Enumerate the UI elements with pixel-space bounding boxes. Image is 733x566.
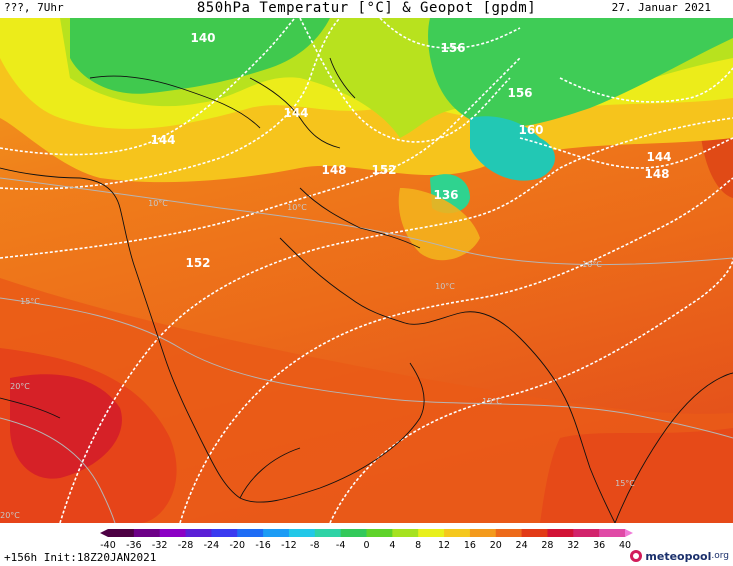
colorbar [100,529,633,537]
temperature-label: 15°C [615,479,635,488]
colorbar-segment [599,529,626,537]
geopotential-label: 156 [507,86,532,100]
colorbar-segment [159,529,187,537]
colorbar-tick-label: -20 [229,540,246,551]
colorbar-segment [547,529,574,537]
cold-pocket [470,116,555,181]
colorbar-tick-label: 36 [593,540,606,551]
hot-core-africa [10,374,122,479]
geopotential-label: 160 [518,123,543,137]
temperature-label: 15°C [20,297,40,306]
colorbar-tick-label: -40 [100,540,116,551]
colorbar-segment [108,529,135,537]
colorbar-segment [392,529,419,537]
forecast-init: +156h Init:18Z20JAN2021 [4,551,157,564]
colorbar-tick-label: -16 [255,540,271,551]
temperature-label: 20°C [0,511,20,520]
temperature-label: 10°C [435,282,455,291]
map-title: 850hPa Temperatur [°C] & Geopot [gpdm] [196,0,537,16]
temperature-label: 20°C [10,382,30,391]
colorbar-segment [340,529,367,537]
colorbar-tick-label: 28 [541,540,554,551]
colorbar-segment [185,529,212,537]
brand-tld: .org [711,551,729,561]
geopotential-label: 136 [433,188,458,202]
weather-map: 140 156 144 144 148 152 136 152 156 160 144 148 10°… [0,18,733,523]
temperature-labels: 10°C 10°C 10°C 10°C 15°C 20°C 15°C 15°C 20°C [0,199,635,520]
colorbar-segment [314,529,342,537]
colorbar-tick-label: 8 [415,540,422,551]
warm-band [0,278,733,523]
geopotential-contours [0,18,733,523]
geopotential-label: 156 [440,41,465,55]
geopotential-label: 144 [283,106,308,120]
colorbar-tick-label: -28 [177,540,194,551]
colorbar-segment [573,529,600,537]
colorbar-tick-label: -36 [126,540,142,551]
colorbar-tick-label: -24 [203,540,220,551]
color-legend: -40 -36 -32 -28 -24 -20 -16 -12 -8 -4 0 4 8 12 16 20 24 2… [0,523,733,566]
colorbar-segment [495,529,523,537]
colorbar-segment [211,529,238,537]
colorbar-segment [366,529,393,537]
colorbar-tick-label: 4 [389,540,396,551]
colorbar-segment [521,529,548,537]
geopotential-label: 152 [185,256,210,270]
colorbar-segment [288,529,316,537]
temperature-label: 10°C [148,199,168,208]
colorbar-tick-label: 12 [438,540,451,551]
colorbar-min-arrow [100,529,108,537]
geopotential-label: 144 [646,150,671,164]
geopotential-label: 148 [644,167,669,181]
geopotential-label: 144 [150,133,175,147]
colorbar-segment [237,529,264,537]
geopotential-label: 140 [190,31,215,45]
coastlines [0,57,733,523]
colorbar-segment [133,529,161,537]
geopotential-label: 152 [371,163,396,177]
colorbar-tick-label: -8 [310,540,320,551]
colorbar-ticks: -40 -36 -32 -28 -24 -20 -16 -12 -8 -4 0 4 8 12 16 20 24 2… [0,540,733,552]
colorbar-max-arrow [625,529,633,537]
map-canvas: 140 156 144 144 148 152 136 152 156 160 144 148 10°… [0,18,733,523]
run-label: ???, 7Uhr [4,1,64,14]
colorbar-tick-label: -12 [281,540,297,551]
hot-zone-india [540,428,733,523]
colorbar-tick-label: 24 [515,540,528,551]
map-header: ???, 7Uhr 850hPa Temperatur [°C] & Geopo… [0,0,733,18]
colorbar-segment [469,529,497,537]
colorbar-segment [263,529,290,537]
valid-date: 27. Januar 2021 [611,1,711,14]
colorbar-tick-label: 32 [567,540,580,551]
colorbar-tick-label: 40 [618,540,632,551]
colorbar-segment [418,529,445,537]
colorbar-tick-label: 16 [463,540,476,551]
geopotential-label: 148 [321,163,346,177]
brand-name: meteopool [645,549,712,563]
colorbar-tick-label: 0 [363,540,370,551]
temperature-label: 15°C [482,397,502,406]
temperature-label: 10°C [582,260,602,269]
meteopool-logo: meteopool .org [630,548,729,564]
colorbar-tick-label: -32 [151,540,168,551]
cold-pool-east [428,18,733,128]
meteopool-logo-icon [630,550,643,562]
temperature-label: 10°C [287,203,307,212]
colorbar-tick-label: -4 [335,540,346,551]
colorbar-tick-label: 20 [489,540,502,551]
cold-pool-west [70,18,330,94]
colorbar-segment [444,529,471,537]
geopotential-labels: 140 156 144 144 148 152 136 152 156 160 144 148 [150,31,671,270]
temperature-isotherms [0,177,733,523]
